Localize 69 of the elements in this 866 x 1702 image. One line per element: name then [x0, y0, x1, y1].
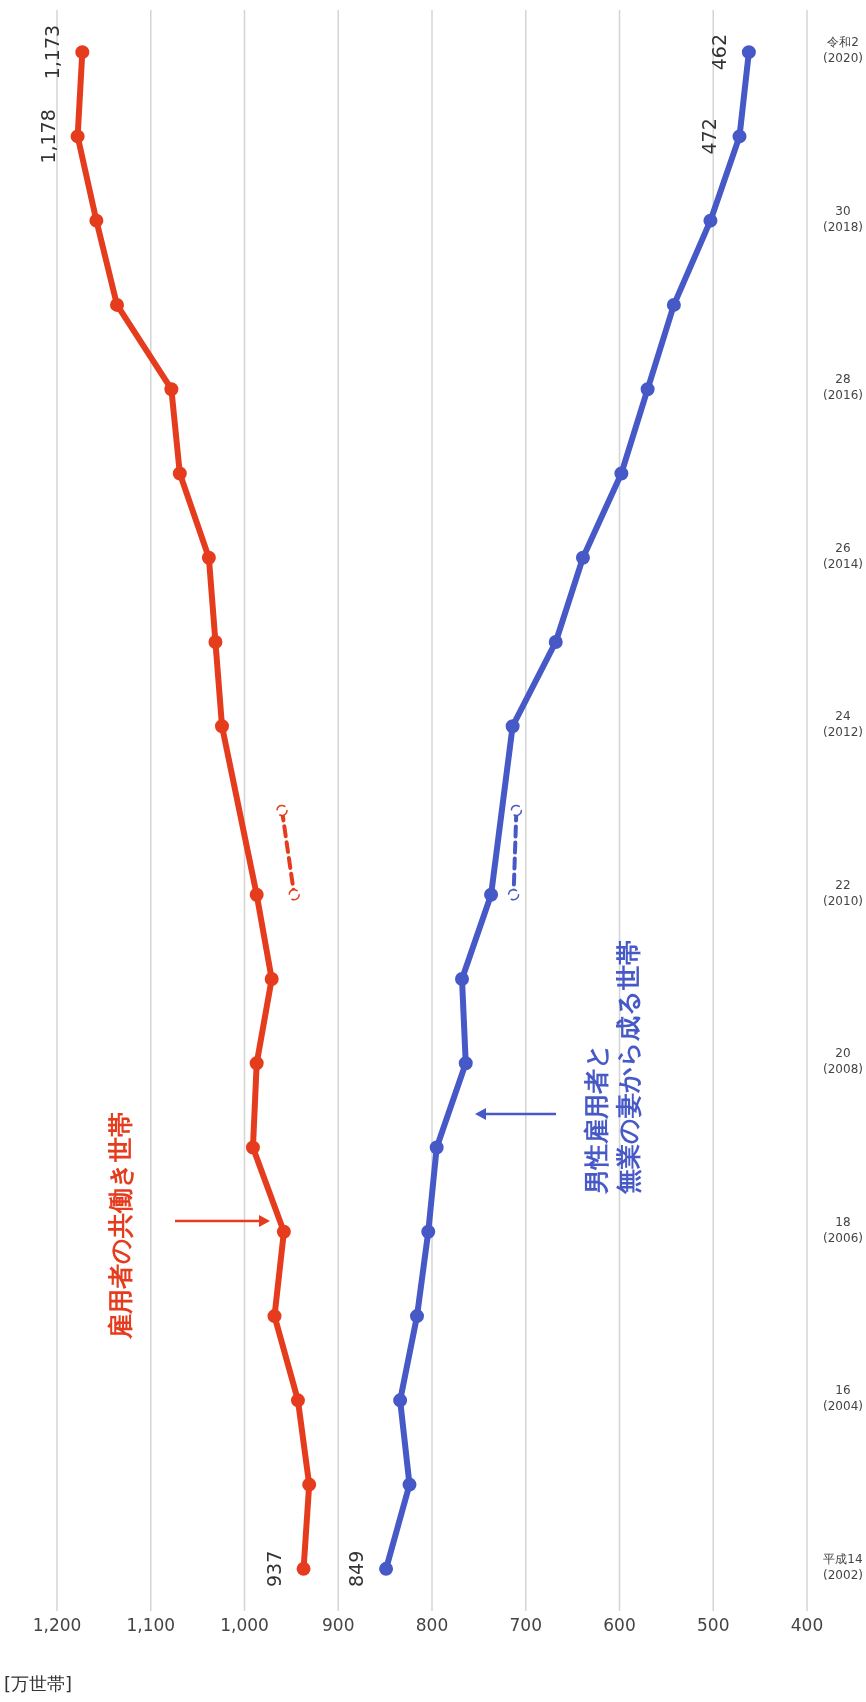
point	[201, 550, 216, 565]
point	[393, 1393, 408, 1408]
y-tick-label: 30 (2018)	[823, 203, 863, 234]
point	[75, 45, 90, 60]
point	[640, 382, 655, 397]
x-tick-label: 700	[509, 1615, 542, 1636]
data-label: 849	[345, 1550, 368, 1587]
data-label: 937	[262, 1550, 285, 1587]
point	[110, 297, 124, 312]
y-tick-label: 18 (2006)	[823, 1214, 863, 1245]
point	[267, 1309, 282, 1324]
annotation: 雇用者の共働き世帯	[105, 1111, 135, 1340]
y-axis-title: [万世帯]	[4, 1673, 73, 1694]
point	[666, 297, 681, 312]
point	[455, 972, 469, 987]
y-tick-label: 20 (2008)	[823, 1046, 863, 1077]
point	[302, 1477, 317, 1492]
point	[264, 972, 279, 987]
point	[245, 1140, 260, 1155]
data-label: 462	[707, 34, 730, 71]
point	[505, 719, 520, 734]
point	[89, 213, 104, 228]
point	[276, 804, 288, 817]
point	[249, 1056, 264, 1071]
point	[290, 1393, 305, 1408]
point	[741, 45, 756, 60]
point	[249, 887, 264, 902]
x-tick-label: 1,100	[126, 1615, 176, 1636]
point	[510, 804, 523, 817]
x-tick-label: 900	[322, 1615, 355, 1636]
x-tick-label: 400	[790, 1615, 824, 1636]
point	[276, 1224, 291, 1239]
point	[70, 129, 85, 144]
point	[402, 1477, 417, 1492]
point	[484, 887, 499, 902]
point	[208, 634, 223, 649]
x-tick-label: 1,200	[32, 1615, 82, 1636]
point	[732, 129, 747, 144]
y-tick-label: 16 (2004)	[823, 1383, 863, 1414]
x-tick-label: 600	[603, 1615, 636, 1636]
y-tick-label: 28 (2016)	[823, 372, 863, 403]
x-tick-label: 1,000	[220, 1615, 269, 1636]
y-tick-label: 26 (2014)	[823, 540, 863, 571]
point	[215, 719, 229, 734]
point	[379, 1561, 394, 1576]
annotation: 無業の妻から成る世帯	[614, 940, 643, 1195]
point	[614, 466, 629, 481]
point	[421, 1224, 436, 1239]
data-label: 1,178	[36, 109, 59, 164]
point	[575, 550, 590, 565]
point	[507, 889, 520, 901]
x-tick-label: 800	[415, 1615, 449, 1636]
y-tick-label: 令和2 (2020)	[823, 35, 863, 66]
annotation: 男性雇用者と	[582, 1043, 611, 1195]
y-tick-label: 22 (2010)	[823, 877, 863, 908]
point	[548, 634, 563, 649]
data-label: 472	[698, 118, 721, 155]
x-tick-label: 500	[697, 1615, 730, 1636]
data-label: 1,173	[41, 24, 64, 80]
point	[172, 466, 187, 481]
point	[296, 1561, 311, 1576]
point	[288, 889, 300, 901]
point	[410, 1309, 424, 1324]
y-tick-label: 24 (2012)	[823, 709, 863, 740]
y-tick-label: 平成14 (2002)	[823, 1551, 863, 1582]
point	[429, 1140, 444, 1155]
point	[458, 1056, 473, 1071]
point	[703, 213, 718, 228]
point	[164, 382, 179, 397]
